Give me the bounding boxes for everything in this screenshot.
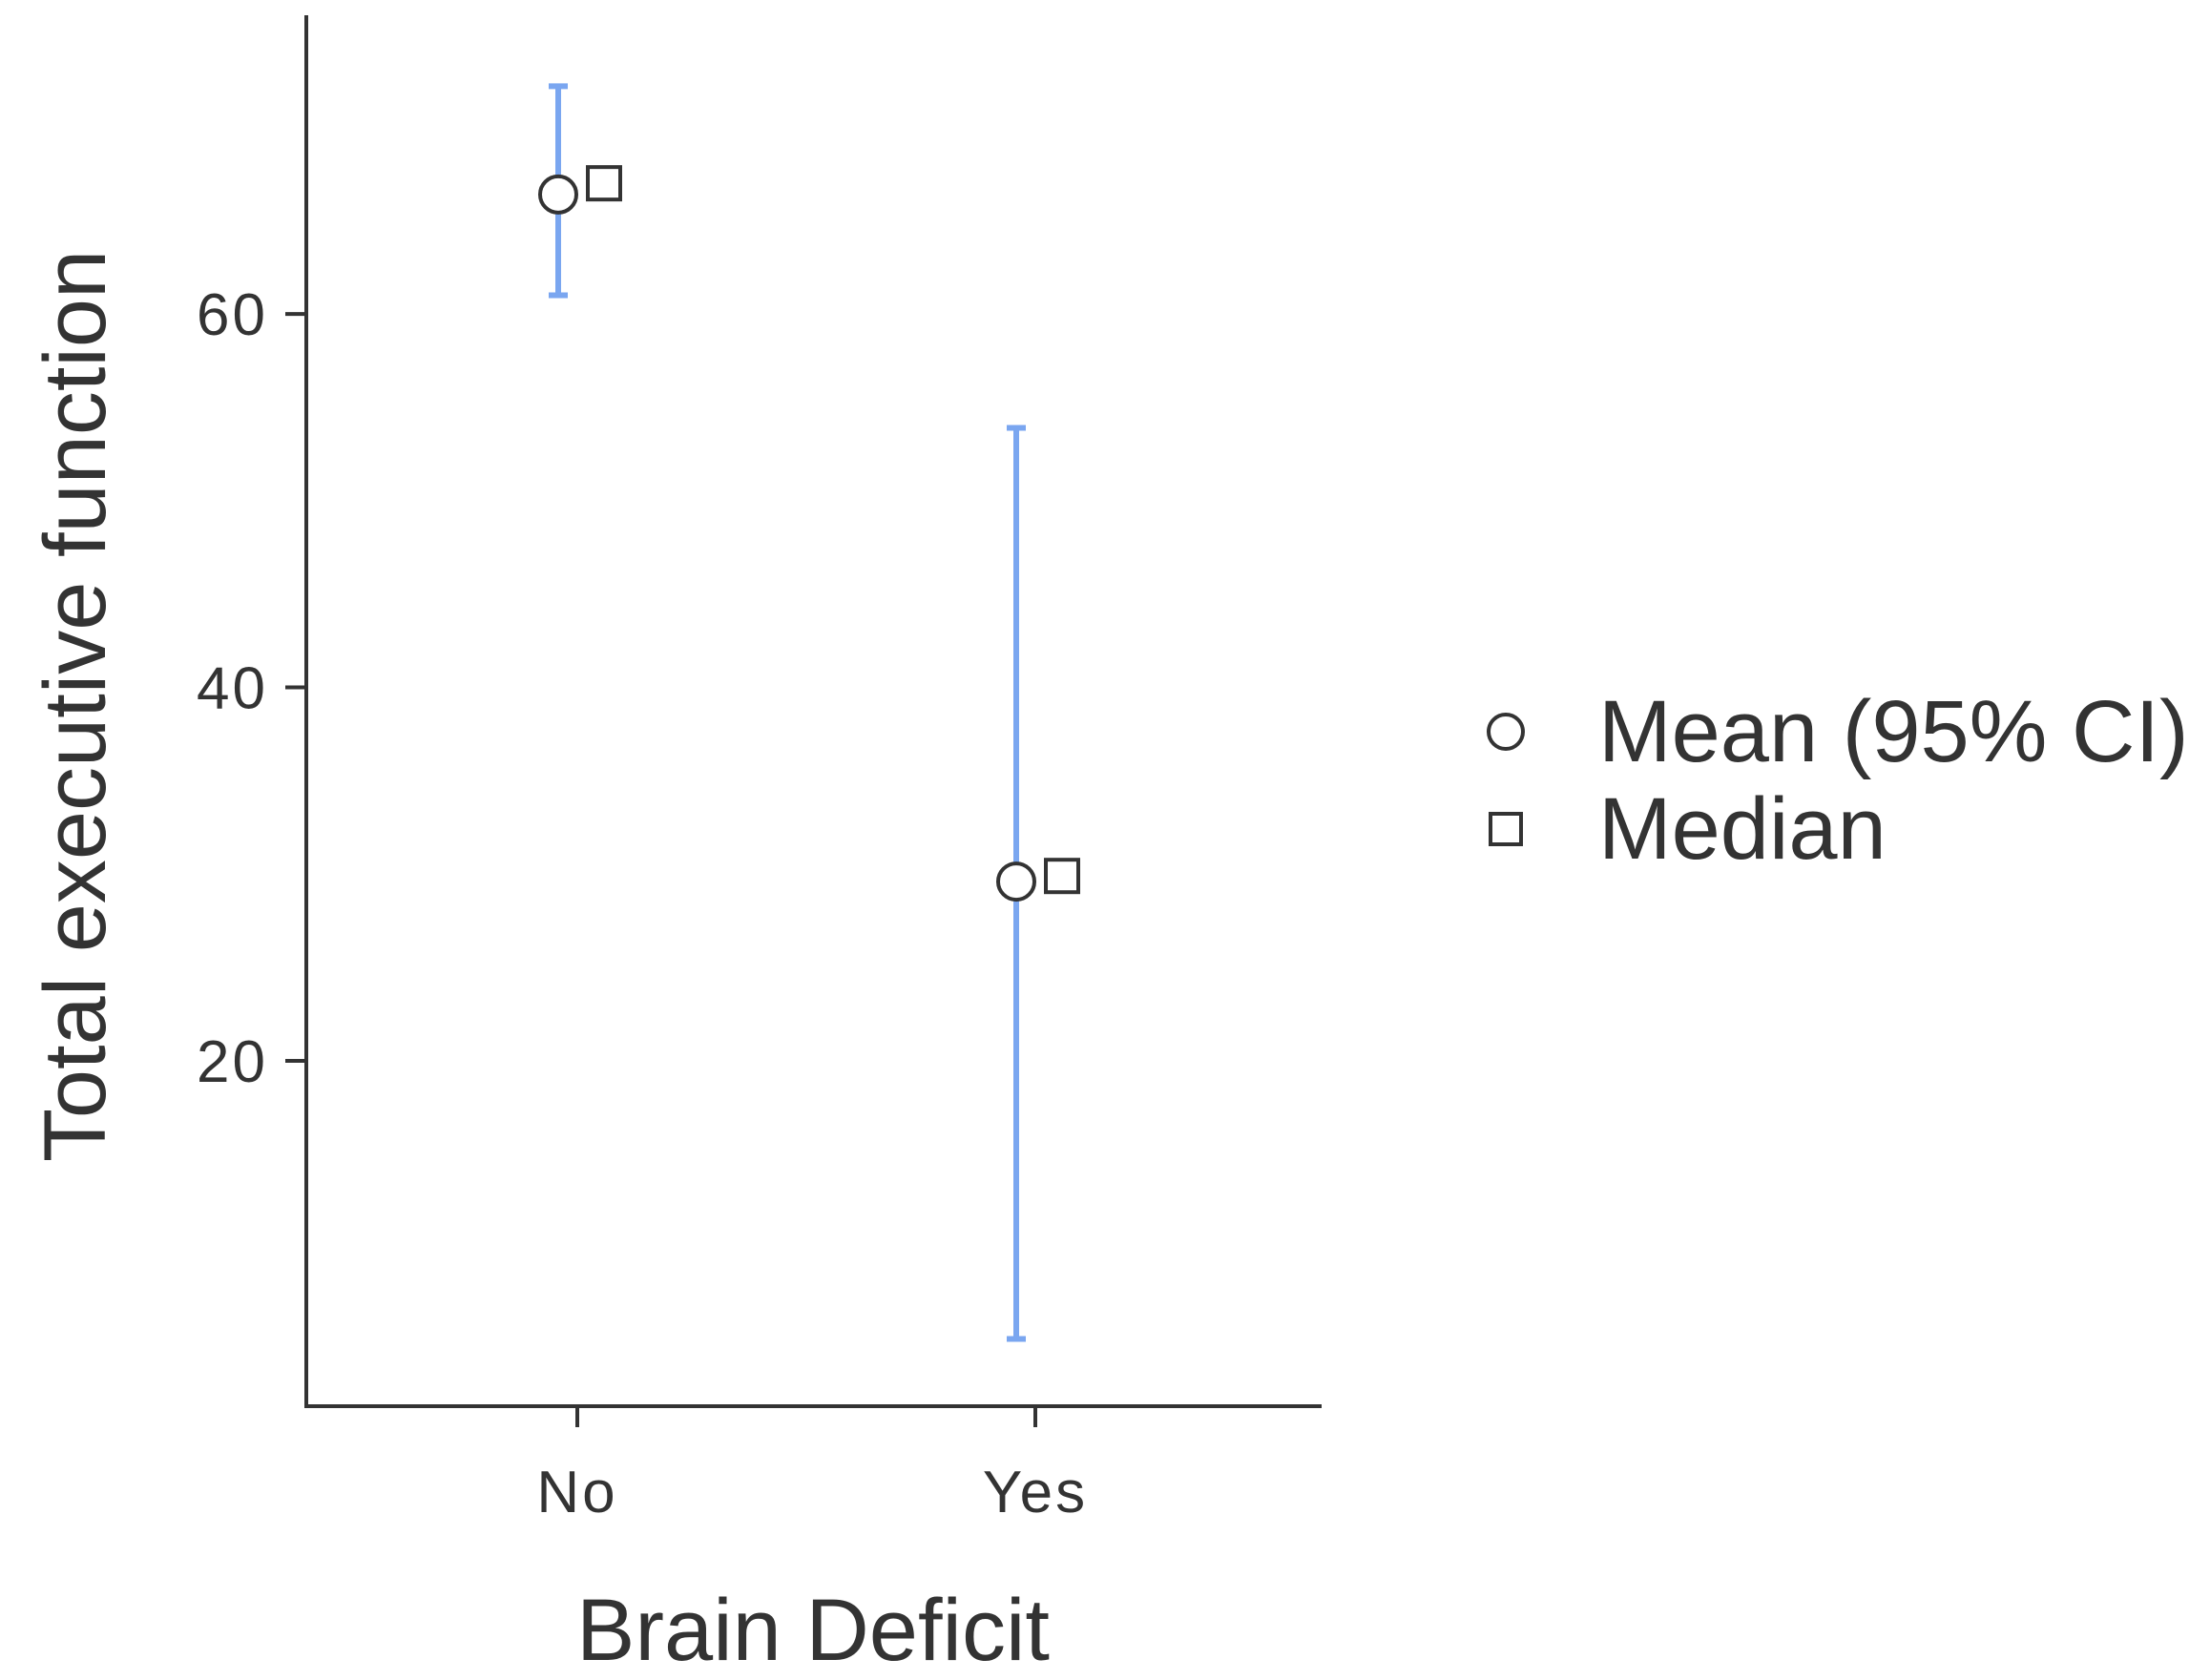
mean-point-no — [538, 174, 578, 215]
legend-label-mean: Mean (95% CI) — [1598, 683, 2189, 780]
median-point-yes — [1044, 858, 1080, 895]
legend: Mean (95% CI) Median — [1487, 683, 2189, 878]
error-bars — [549, 83, 1026, 1342]
markers — [538, 165, 1080, 902]
y-axis-ticks: 20 40 60 — [197, 282, 306, 1095]
y-tick-label-40: 40 — [197, 656, 268, 722]
y-tick-label-20: 20 — [197, 1029, 268, 1095]
x-tick-label-yes: Yes — [983, 1460, 1088, 1525]
y-axis-title: Total executive function — [27, 250, 124, 1162]
legend-square-marker — [1489, 812, 1523, 846]
legend-label-median: Median — [1598, 780, 1887, 878]
legend-circle-marker — [1487, 713, 1525, 751]
x-axis-title: Brain Deficit — [576, 1582, 1050, 1679]
median-point-no — [586, 165, 622, 202]
mean-point-yes — [996, 861, 1036, 902]
x-axis-ticks: No Yes — [536, 1406, 1088, 1525]
y-tick-label-60: 60 — [197, 282, 268, 348]
plot-area — [538, 83, 1080, 1342]
x-tick-label-no: No — [536, 1460, 617, 1525]
